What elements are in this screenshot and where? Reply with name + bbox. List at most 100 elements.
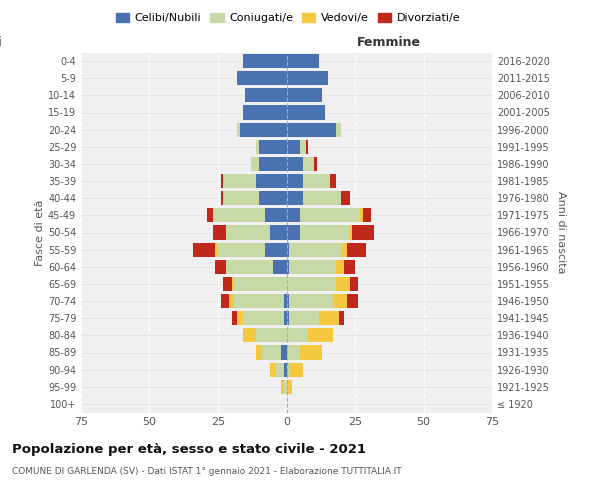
- Bar: [289, 260, 336, 274]
- Bar: [235, 294, 284, 308]
- Bar: [223, 191, 259, 205]
- Bar: [281, 346, 287, 360]
- Bar: [331, 174, 336, 188]
- Bar: [229, 294, 235, 308]
- Text: Femmine: Femmine: [357, 36, 421, 49]
- Bar: [235, 277, 287, 291]
- Bar: [284, 294, 287, 308]
- Bar: [221, 294, 229, 308]
- Bar: [287, 208, 300, 222]
- Bar: [242, 328, 256, 342]
- Bar: [289, 242, 341, 256]
- Bar: [256, 346, 262, 360]
- Bar: [251, 157, 259, 171]
- Bar: [300, 140, 305, 154]
- Bar: [256, 328, 287, 342]
- Bar: [314, 157, 317, 171]
- Bar: [226, 226, 270, 239]
- Bar: [273, 260, 287, 274]
- Bar: [240, 122, 287, 136]
- Bar: [287, 362, 289, 376]
- Y-axis label: Fasce di età: Fasce di età: [35, 200, 45, 266]
- Bar: [305, 140, 308, 154]
- Bar: [287, 140, 300, 154]
- Bar: [287, 328, 308, 342]
- Bar: [287, 260, 289, 274]
- Bar: [350, 277, 358, 291]
- Bar: [287, 157, 303, 171]
- Bar: [341, 191, 350, 205]
- Bar: [350, 226, 352, 239]
- Bar: [287, 71, 328, 85]
- Bar: [287, 294, 289, 308]
- Bar: [223, 174, 256, 188]
- Bar: [232, 277, 235, 291]
- Bar: [347, 294, 358, 308]
- Bar: [218, 242, 265, 256]
- Bar: [270, 226, 287, 239]
- Bar: [333, 294, 347, 308]
- Bar: [270, 362, 275, 376]
- Bar: [287, 54, 319, 68]
- Bar: [287, 88, 322, 102]
- Bar: [300, 226, 350, 239]
- Bar: [242, 106, 287, 120]
- Bar: [265, 242, 287, 256]
- Bar: [212, 226, 226, 239]
- Text: Maschi: Maschi: [0, 36, 2, 49]
- Bar: [336, 122, 341, 136]
- Bar: [237, 71, 287, 85]
- Bar: [287, 380, 292, 394]
- Bar: [242, 311, 284, 325]
- Bar: [256, 174, 287, 188]
- Bar: [284, 362, 287, 376]
- Bar: [303, 174, 331, 188]
- Bar: [256, 140, 259, 154]
- Bar: [242, 54, 287, 68]
- Bar: [287, 346, 300, 360]
- Bar: [347, 242, 366, 256]
- Bar: [341, 242, 347, 256]
- Y-axis label: Anni di nascita: Anni di nascita: [556, 191, 566, 274]
- Bar: [221, 191, 223, 205]
- Bar: [287, 122, 336, 136]
- Bar: [284, 380, 287, 394]
- Bar: [287, 311, 289, 325]
- Bar: [207, 208, 212, 222]
- Bar: [215, 260, 226, 274]
- Bar: [212, 208, 265, 222]
- Bar: [303, 157, 314, 171]
- Bar: [262, 346, 281, 360]
- Bar: [344, 260, 355, 274]
- Bar: [193, 242, 215, 256]
- Bar: [363, 208, 371, 222]
- Bar: [237, 122, 240, 136]
- Bar: [300, 346, 322, 360]
- Bar: [284, 311, 287, 325]
- Bar: [237, 311, 242, 325]
- Text: Popolazione per età, sesso e stato civile - 2021: Popolazione per età, sesso e stato civil…: [12, 442, 366, 456]
- Bar: [265, 208, 287, 222]
- Bar: [338, 311, 344, 325]
- Bar: [226, 260, 273, 274]
- Text: COMUNE DI GARLENDA (SV) - Dati ISTAT 1° gennaio 2021 - Elaborazione TUTTITALIA.I: COMUNE DI GARLENDA (SV) - Dati ISTAT 1° …: [12, 468, 401, 476]
- Bar: [287, 106, 325, 120]
- Bar: [336, 260, 344, 274]
- Bar: [259, 140, 287, 154]
- Bar: [287, 191, 303, 205]
- Bar: [275, 362, 284, 376]
- Bar: [300, 208, 361, 222]
- Bar: [221, 174, 223, 188]
- Bar: [287, 242, 289, 256]
- Bar: [287, 174, 303, 188]
- Bar: [259, 157, 287, 171]
- Bar: [319, 311, 338, 325]
- Bar: [289, 294, 333, 308]
- Bar: [232, 311, 237, 325]
- Bar: [289, 311, 319, 325]
- Bar: [303, 191, 341, 205]
- Bar: [215, 242, 218, 256]
- Bar: [361, 208, 363, 222]
- Bar: [287, 226, 300, 239]
- Bar: [281, 380, 284, 394]
